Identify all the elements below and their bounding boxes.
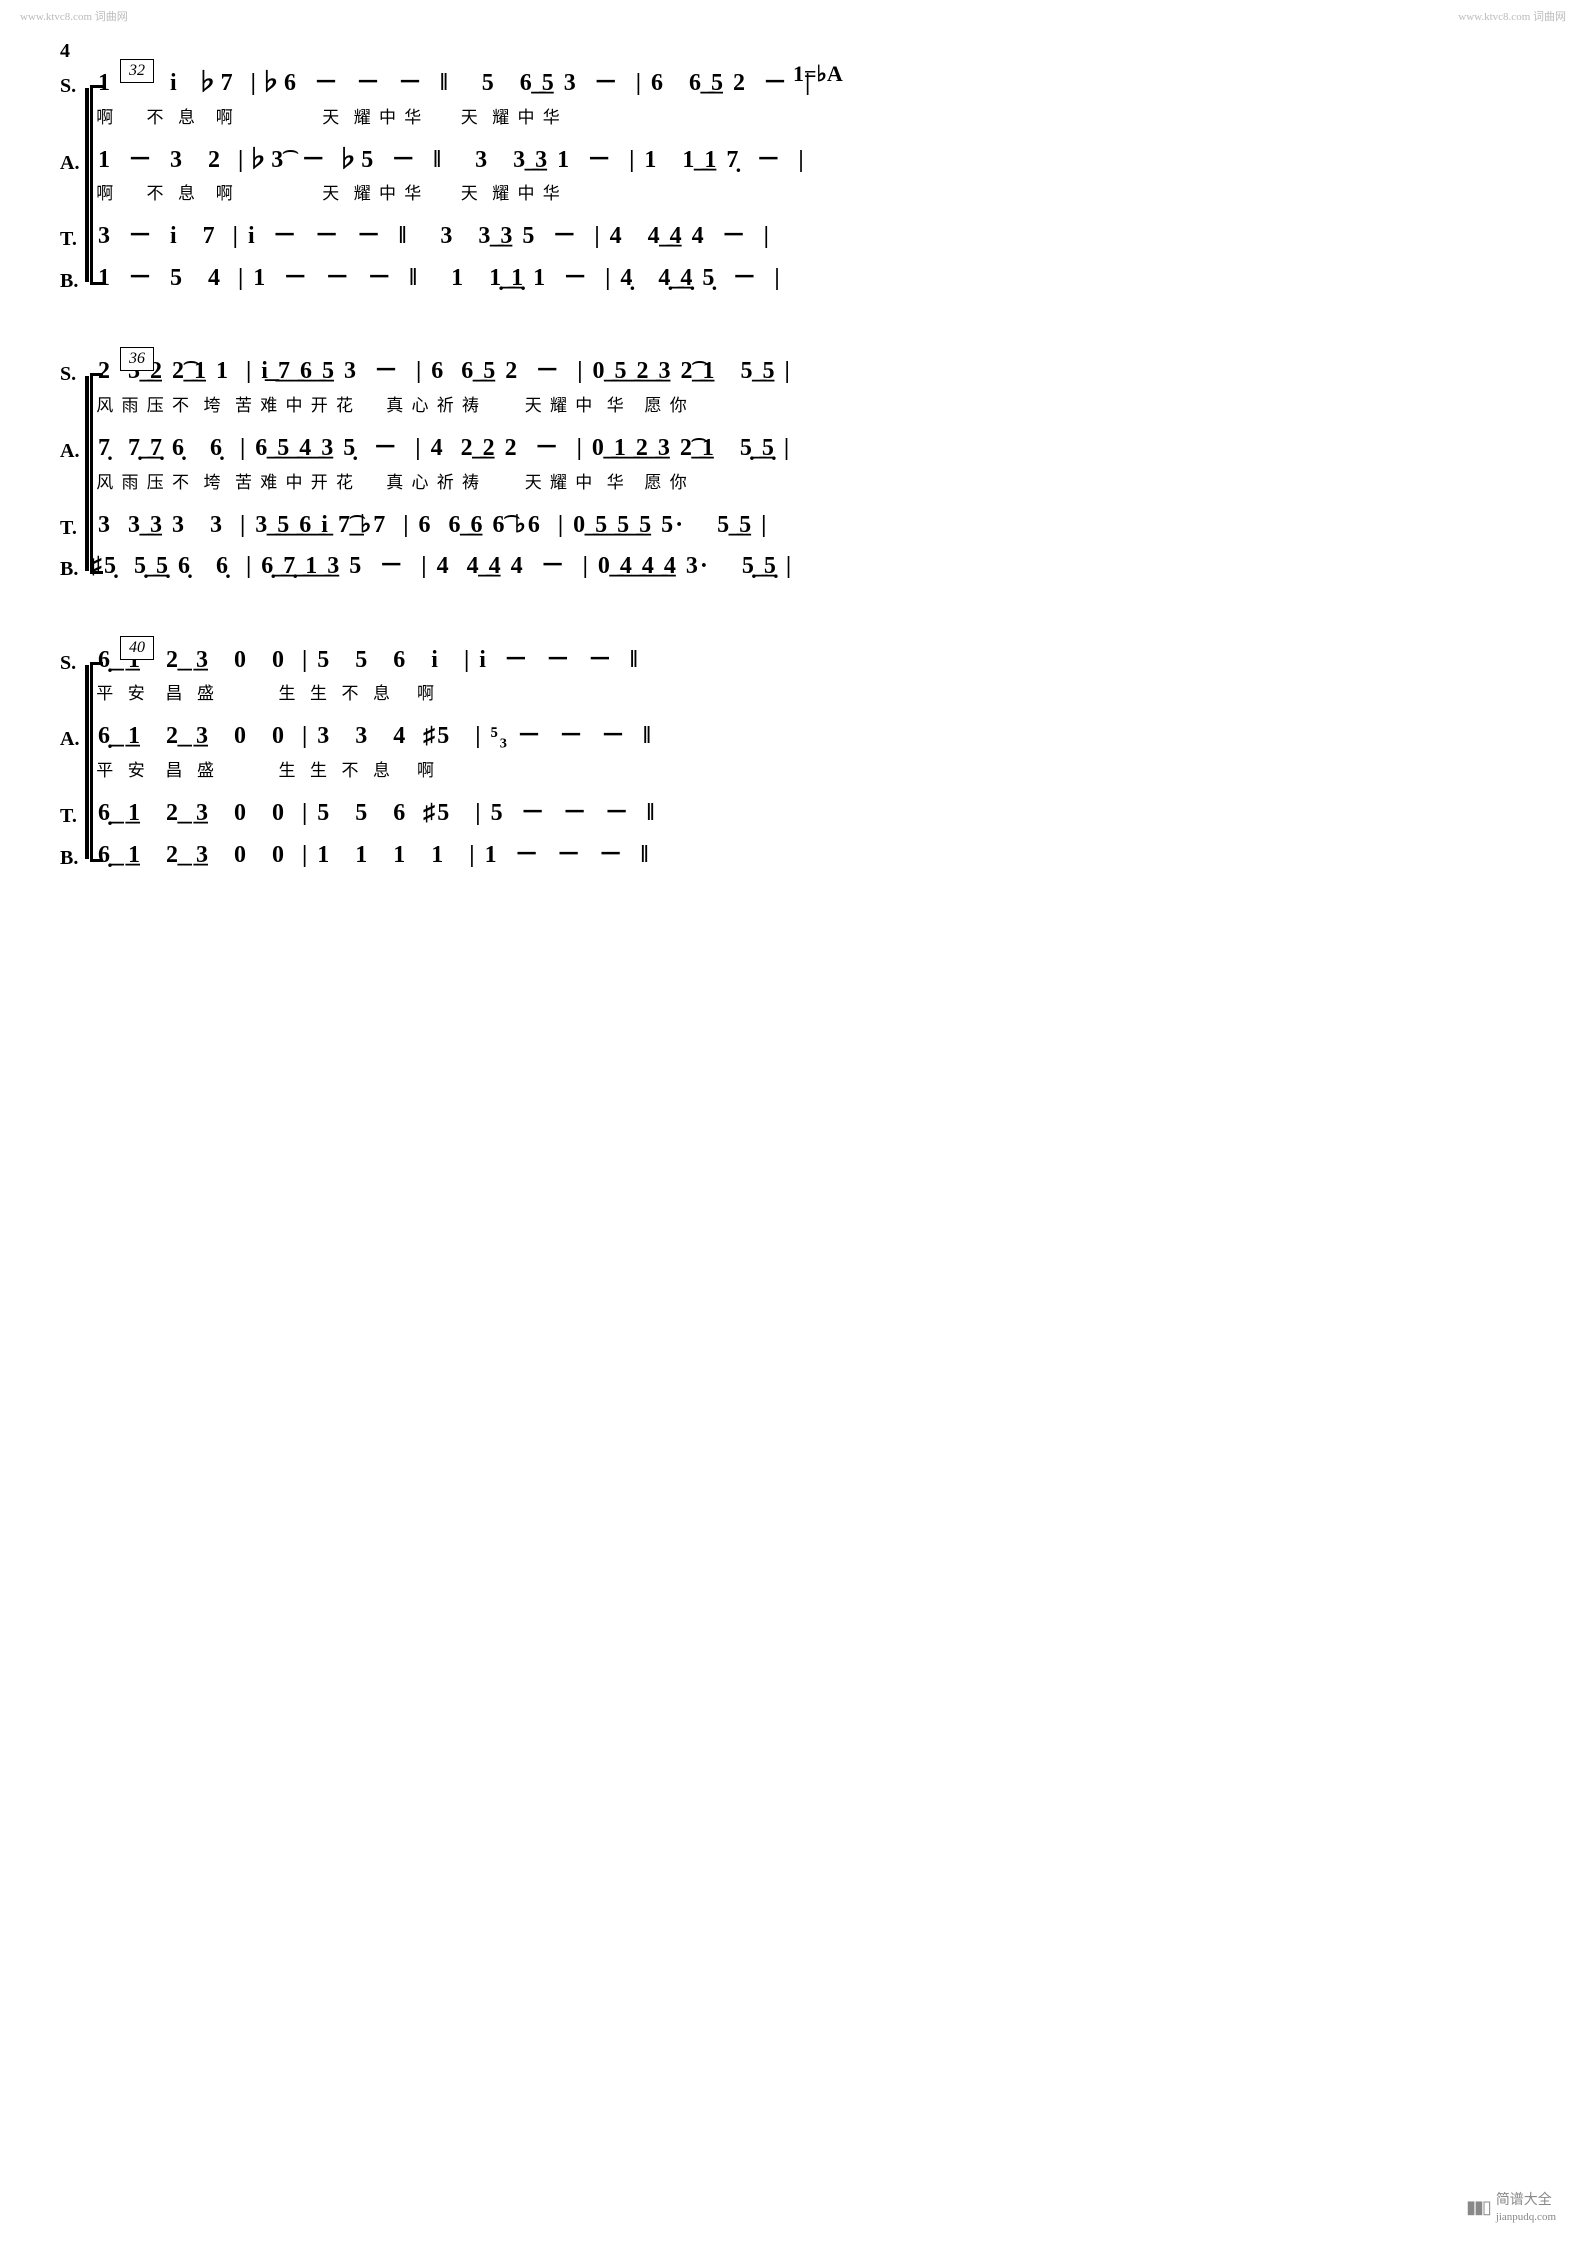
page-number: 4 [60,40,1526,63]
system-bracket [90,85,103,285]
measure-number: 32 [120,59,154,83]
lyrics-line: 平 安 昌 盛 生 生 不 息 啊 [90,756,1526,781]
part-row: B. 1 － 5 4 | 1 － － － ‖ 1 1̣͟ ͟1̣ 1 － | 4… [110,262,1526,296]
part-row: T. 3 3͟ ͟3 3 3 | 3͟ ͟5͟ ͟6͟ ͟i 7͟͡ ♭7 | … [110,509,1526,543]
key-change-label: 1=♭A [793,61,843,87]
lyrics-line: 平 安 昌 盛 生 生 不 息 啊 [90,679,1526,704]
system: 40S. 6̣͟ ͟1 2͟ ͟3 0 0 | 5 5 6 i | i － － … [60,644,1526,872]
watermark-right: www.ktvc8.com 词曲网 [1458,8,1566,24]
lyrics-line: 啊 不 息 啊 天 耀 中 华 天 耀 中 华 [90,103,1526,128]
lyrics-line: 啊 不 息 啊 天 耀 中 华 天 耀 中 华 [90,179,1526,204]
part-row: B. 6̣͟ ͟1 2͟ ͟3 0 0 | 1 1 1 1 | 1 － － － … [110,839,1526,873]
lyrics-line: 风 雨 压 不 垮 苦 难 中 开 花 真 心 祈 祷 天 耀 中 华 愿 你 [90,468,1526,493]
system-bracket [90,373,103,573]
notes-line: 6̣͟ ͟1 2͟ ͟3 0 0 | 5 5 6 ♯5 | 5 － － － ‖ [90,797,1526,831]
system: 321=♭AS. 1 － i ♭7 |♭6 － － － ‖ 5 6͟ ͟5 3 … [60,67,1526,295]
part-row: T. 6̣͟ ͟1 2͟ ͟3 0 0 | 5 5 6 ♯5 | 5 － － －… [110,797,1526,831]
notes-line: 2 3͟ ͟2 2͟͡ ͟1 1 | i͟ ͟7͟ ͟6͟ ͟5 3 － | 6… [90,355,1526,389]
footer-url: jianpudq.com [1496,2211,1556,2223]
part-row: A. 7̣ 7̣͟ ͟7̣ 6̣ 6̣ | 6͟ ͟5͟ ͟4͟ ͟3 5̣ －… [110,432,1526,501]
notes-line: ♯5̣ 5̣͟ ͟5̣ 6̣ 6̣ | 6̣͟ ͟7̣͟ ͟1͟ ͟3 5 － … [90,550,1526,584]
notes-line: 3 3͟ ͟3 3 3 | 3͟ ͟5͟ ͟6͟ ͟i 7͟͡ ♭7 | 6 6… [90,509,1526,543]
lyrics-line: 风 雨 压 不 垮 苦 难 中 开 花 真 心 祈 祷 天 耀 中 华 愿 你 [90,391,1526,416]
part-row: S. 6̣͟ ͟1 2͟ ͟3 0 0 | 5 5 6 i | i － － － … [110,644,1526,713]
measure-number: 40 [120,636,154,660]
part-row: B.♯5̣ 5̣͟ ͟5̣ 6̣ 6̣ | 6̣͟ ͟7̣͟ ͟1͟ ͟3 5 … [110,550,1526,584]
part-row: T. 3 － i 7 | i － － － ‖ 3 3͟ ͟3 5 － | 4 4… [110,220,1526,254]
notes-line: 6̣͟ ͟1 2͟ ͟3 0 0 | 3 3 4 ♯5 | ⁵₃ － － － ‖ [90,720,1526,754]
measure-number: 36 [120,347,154,371]
part-row: S. 2 3͟ ͟2 2͟͡ ͟1 1 | i͟ ͟7͟ ͟6͟ ͟5 3 － … [110,355,1526,424]
notes-line: 6̣͟ ͟1 2͟ ͟3 0 0 | 1 1 1 1 | 1 － － － ‖ [90,839,1526,873]
notes-line: 1 － 3 2 |♭3͡ － ♭5 － ‖ 3 3͟ ͟3 1 － | 1 1͟… [90,144,1526,178]
watermark-left: www.ktvc8.com 词曲网 [20,8,128,24]
score-container: 321=♭AS. 1 － i ♭7 |♭6 － － － ‖ 5 6͟ ͟5 3 … [60,67,1526,872]
notes-line: 7̣ 7̣͟ ͟7̣ 6̣ 6̣ | 6͟ ͟5͟ ͟4͟ ͟3 5̣ － | … [90,432,1526,466]
notes-line: 1 － 5 4 | 1 － － － ‖ 1 1̣͟ ͟1̣ 1 － | 4̣ 4… [90,262,1526,296]
part-row: A. 1 － 3 2 |♭3͡ － ♭5 － ‖ 3 3͟ ͟3 1 － | 1… [110,144,1526,213]
notes-line: 6̣͟ ͟1 2͟ ͟3 0 0 | 5 5 6 i | i － － － ‖ [90,644,1526,678]
part-row: A. 6̣͟ ͟1 2͟ ͟3 0 0 | 3 3 4 ♯5 | ⁵₃ － － … [110,720,1526,789]
logo-bars-icon: ▮▮▯ [1466,2197,1490,2218]
footer-logo: ▮▮▯ 简谱大全 jianpudq.com [1466,2189,1556,2225]
system-bracket [90,662,103,862]
system: 36S. 2 3͟ ͟2 2͟͡ ͟1 1 | i͟ ͟7͟ ͟6͟ ͟5 3 … [60,355,1526,583]
footer-text: 简谱大全 [1496,2193,1552,2208]
notes-line: 3 － i 7 | i － － － ‖ 3 3͟ ͟3 5 － | 4 4͟ ͟… [90,220,1526,254]
